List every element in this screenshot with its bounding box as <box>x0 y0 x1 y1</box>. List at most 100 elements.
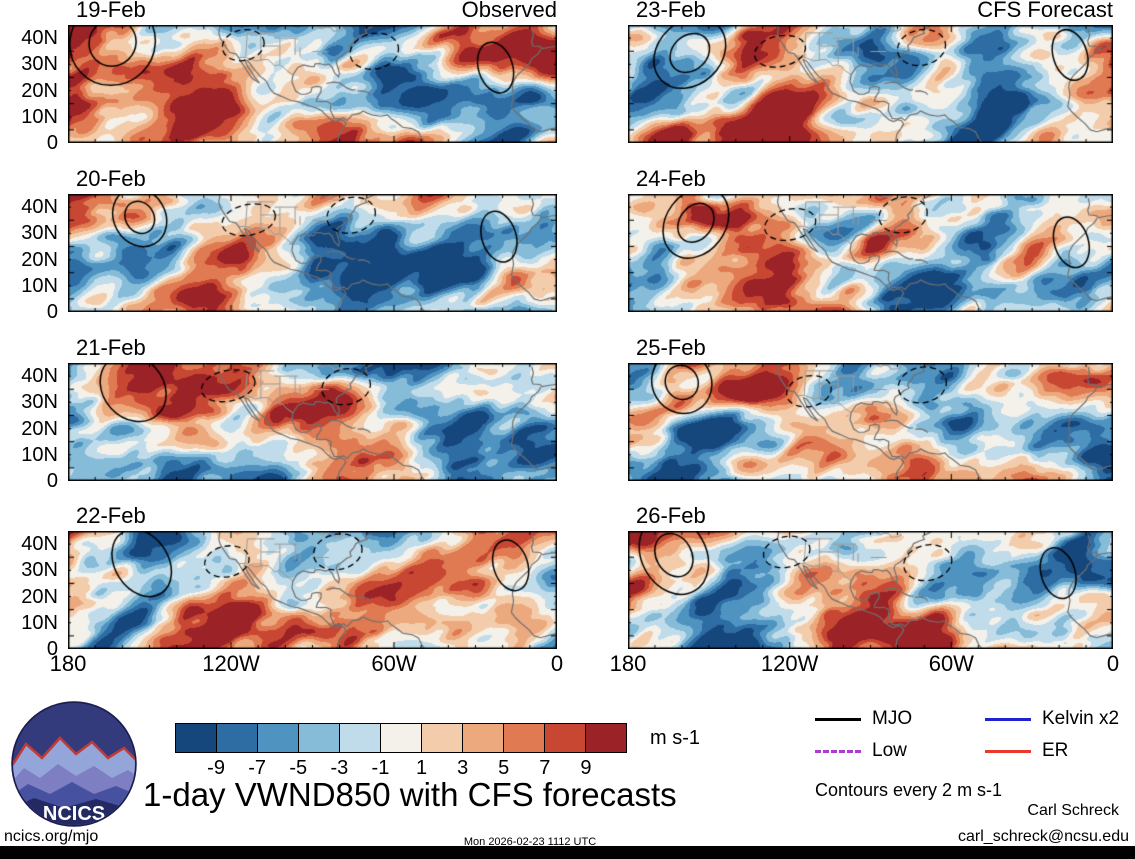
panel-date-label: 24-Feb <box>636 166 706 191</box>
logo-text: NCICS <box>43 803 105 825</box>
y-tick-label: 30N <box>21 222 58 245</box>
logo-ridge-outline <box>13 736 135 773</box>
map-canvas <box>68 25 557 143</box>
colorbar-tick-label: 3 <box>457 757 469 779</box>
x-tick-label: 120W <box>202 651 260 676</box>
y-tick-label: 40N <box>21 365 58 388</box>
legend-line <box>815 717 861 721</box>
y-tick-label: 10N <box>21 274 58 297</box>
y-tick-label: 0 <box>46 637 58 660</box>
map-panel-21-Feb: 21-Feb 40N 30N 20N 10N 0 <box>21 336 557 491</box>
panel-date-label: 21-Feb <box>76 335 146 360</box>
map-canvas <box>628 531 1113 649</box>
colorbar-segment <box>544 724 585 752</box>
figure-title: 1-day VWND850 with CFS forecasts <box>143 776 677 813</box>
map-canvas <box>628 25 1113 143</box>
colorbar-tick-label: 5 <box>498 757 510 779</box>
colorbar-segment <box>176 724 216 752</box>
y-tick-label: 10N <box>21 105 58 128</box>
ncics-logo: NCICS <box>11 701 137 827</box>
y-tick-label: 0 <box>46 300 58 323</box>
panel-date-label: 19-Feb <box>76 0 146 22</box>
colorbar-segment <box>421 724 462 752</box>
legend-label: Kelvin x2 <box>1042 708 1120 729</box>
y-tick-label: 0 <box>46 469 58 492</box>
map-canvas <box>68 531 557 649</box>
colorbar-segment <box>503 724 544 752</box>
map-panel-20-Feb: 20-Feb 40N 30N 20N 10N 0 <box>21 167 557 322</box>
colorbar-segment <box>216 724 257 752</box>
colorbar-tick-label: -3 <box>330 757 349 779</box>
legend-line <box>985 717 1031 721</box>
x-tick-label: 180 <box>49 651 87 676</box>
legend-label: Low <box>872 740 907 761</box>
colorbar-tick-label: -7 <box>248 757 267 779</box>
y-tick-label: 20N <box>21 248 58 271</box>
legend-item-low: Low <box>815 740 907 762</box>
colorbar-segment <box>257 724 298 752</box>
map-panel-22-Feb: 22-Feb 40N 30N 20N 10N 0 <box>21 504 557 659</box>
panel-date-label: 22-Feb <box>76 503 146 528</box>
x-tick-label: 0 <box>1106 651 1120 676</box>
map-canvas <box>68 194 557 312</box>
credit-name: Carl Schreck <box>1027 802 1119 819</box>
credit-email: carl_schreck@ncsu.edu <box>958 828 1129 845</box>
panel-date-label: 26-Feb <box>636 503 706 528</box>
legend-item-kelvin-x2: Kelvin x2 <box>985 708 1119 730</box>
x-tick-label: 60W <box>928 651 974 676</box>
colorbar-tick-label: 7 <box>539 757 551 779</box>
y-tick-label: 40N <box>21 196 58 219</box>
y-tick-label: 20N <box>21 585 58 608</box>
legend-line <box>815 749 861 753</box>
colorbar-tick-label: -1 <box>371 757 390 779</box>
map-canvas <box>628 194 1113 312</box>
y-tick-label: 10N <box>21 611 58 634</box>
colorbar-segment <box>298 724 339 752</box>
x-tick-label: 60W <box>371 651 417 676</box>
colorbar-units-label: m s-1 <box>650 727 700 749</box>
y-tick-label: 30N <box>21 559 58 582</box>
colorbar-tick-label: -5 <box>289 757 308 779</box>
colorbar-tick-label: 1 <box>415 757 428 779</box>
colorbar-segment <box>339 724 380 752</box>
legend-label: MJO <box>872 708 913 729</box>
colorbar-tick-label: 9 <box>580 757 592 779</box>
map-panel-26-Feb: 26-Feb <box>628 504 1113 649</box>
map-panel-19-Feb: 19-Feb Observed 40N 30N 20N 10N 0 <box>21 0 557 153</box>
map-canvas <box>68 363 557 481</box>
y-tick-label: 30N <box>21 53 58 76</box>
timestamp: Mon 2026-02-23 1112 UTC <box>463 836 597 848</box>
column-header: Observed <box>461 0 557 22</box>
legend-label: ER <box>1042 740 1069 761</box>
y-tick-label: 20N <box>21 417 58 440</box>
x-tick-label: 0 <box>550 651 564 676</box>
y-tick-label: 0 <box>46 131 58 154</box>
y-tick-label: 10N <box>21 443 58 466</box>
column-header: CFS Forecast <box>977 0 1113 22</box>
colorbar-tick-label: -9 <box>207 757 225 779</box>
map-canvas <box>628 363 1113 481</box>
colorbar-segment <box>585 724 626 752</box>
colorbar <box>175 723 627 753</box>
y-tick-label: 40N <box>21 27 58 50</box>
map-panel-25-Feb: 25-Feb <box>628 336 1113 481</box>
site-url: ncics.org/mjo <box>4 828 99 845</box>
x-tick-label: 120W <box>760 651 819 676</box>
y-tick-label: 20N <box>21 79 58 102</box>
y-tick-label: 40N <box>21 533 58 556</box>
x-tick-label: 180 <box>609 651 647 676</box>
panel-date-label: 20-Feb <box>76 166 146 191</box>
panel-date-label: 23-Feb <box>636 0 706 22</box>
contour-interval-note: Contours every 2 m s-1 <box>815 780 1003 800</box>
legend-item-mjo: MJO <box>815 708 912 730</box>
legend-line <box>985 749 1031 753</box>
map-panel-23-Feb: 23-Feb CFS Forecast <box>628 0 1113 143</box>
colorbar-segment <box>380 724 421 752</box>
y-tick-label: 30N <box>21 391 58 414</box>
map-panel-24-Feb: 24-Feb <box>628 167 1113 312</box>
panel-date-label: 25-Feb <box>636 335 706 360</box>
colorbar-segment <box>462 724 503 752</box>
bottom-black-bar <box>0 846 1135 859</box>
legend-item-er: ER <box>985 740 1068 762</box>
